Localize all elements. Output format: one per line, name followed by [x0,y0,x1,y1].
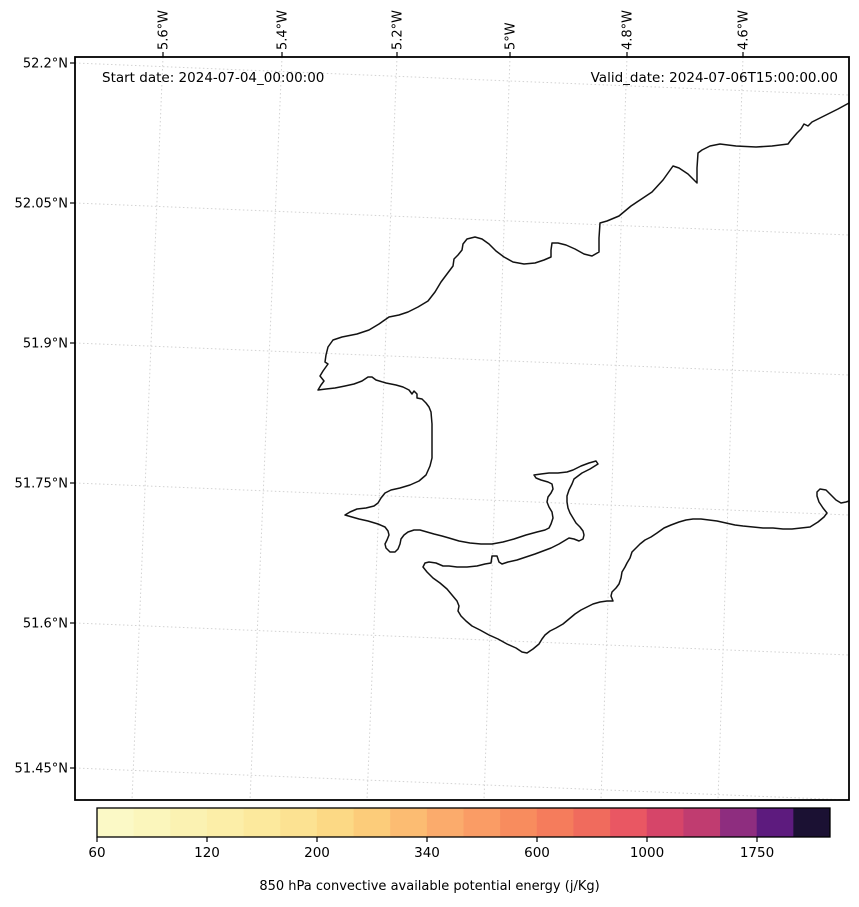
colorbar-border [96,807,831,838]
colorbar-segment [206,808,245,837]
latitude-tick-label: 52.2°N [23,57,68,72]
valid-date-annotation: Valid_date: 2024-07-06T15:00:00.00 [590,70,838,86]
colorbar-segment [353,808,391,837]
latitude-tick-label: 51.6°N [23,617,68,632]
axis-ticks-layer [70,52,744,769]
latitude-tick-label: 51.45°N [15,762,68,777]
parallel-gridline [74,62,850,96]
colorbar-segment [500,808,538,837]
colorbar-segment [463,808,501,837]
colorbar-segment [610,808,648,837]
colorbar-segment [573,808,611,837]
meridian-gridline [717,56,744,801]
plot-border [74,56,850,801]
axis-labels-layer: 5.6°W 5.4°W 5.2°W 5°W 4.8°W 4.6°W 52.2°N 52.05°… [15,10,752,777]
start-date-annotation: Start date: 2024-07-04_00:00:00 [102,70,325,86]
meridian-gridline [249,56,283,801]
colorbar-segment [426,808,464,837]
colorbar-segment [97,808,135,837]
coastline [317,102,850,654]
meridian-gridline [131,56,164,801]
colorbar-segment [243,808,281,837]
colorbar-segment [390,808,428,837]
meridian-gridline [600,56,628,801]
colorbar-segment [280,808,318,837]
longitude-tick-label: 5°W [504,22,519,50]
meridian-gridline [483,56,511,801]
parallel-gridline [74,622,850,656]
meridian-gridline [366,56,398,801]
parallel-gridline [74,202,850,236]
colorbar-tick-label: 120 [194,845,220,861]
colorbar-tick-label: 600 [524,845,550,861]
colorbar-segment [793,808,831,837]
latitude-tick-label: 51.9°N [23,337,68,352]
colorbar-tick-label: 200 [304,845,330,861]
gridlines-layer [74,56,850,801]
longitude-tick-label: 4.6°W [737,10,752,50]
latitude-tick-label: 51.75°N [15,477,68,492]
parallel-gridline [74,342,850,376]
colorbar-caption: 850 hPa convective available potential e… [259,879,600,894]
parallel-gridline [74,482,850,516]
colorbar-segment [756,808,794,837]
colorbar-segment [170,808,208,837]
parallel-gridline [74,767,850,801]
colorbar-tick-label: 1750 [740,845,774,861]
longitude-tick-label: 5.6°W [157,10,172,50]
longitude-tick-label: 5.2°W [391,10,406,50]
colorbar-segment [536,808,574,837]
colorbar-segment [683,808,721,837]
colorbar-tick-label: 1000 [630,845,664,861]
colorbar-segment [646,808,684,837]
longitude-tick-label: 4.8°W [621,10,636,50]
latitude-tick-label: 52.05°N [15,197,68,212]
colorbar-tick-label: 340 [414,845,440,861]
colorbar: 60 120 200 340 600 1000 1750 [88,807,831,861]
colorbar-segment [133,808,171,837]
longitude-tick-label: 5.4°W [276,10,291,50]
colorbar-tick-label: 60 [88,845,105,861]
colorbar-segment [316,808,355,837]
colorbar-segment [720,808,758,837]
